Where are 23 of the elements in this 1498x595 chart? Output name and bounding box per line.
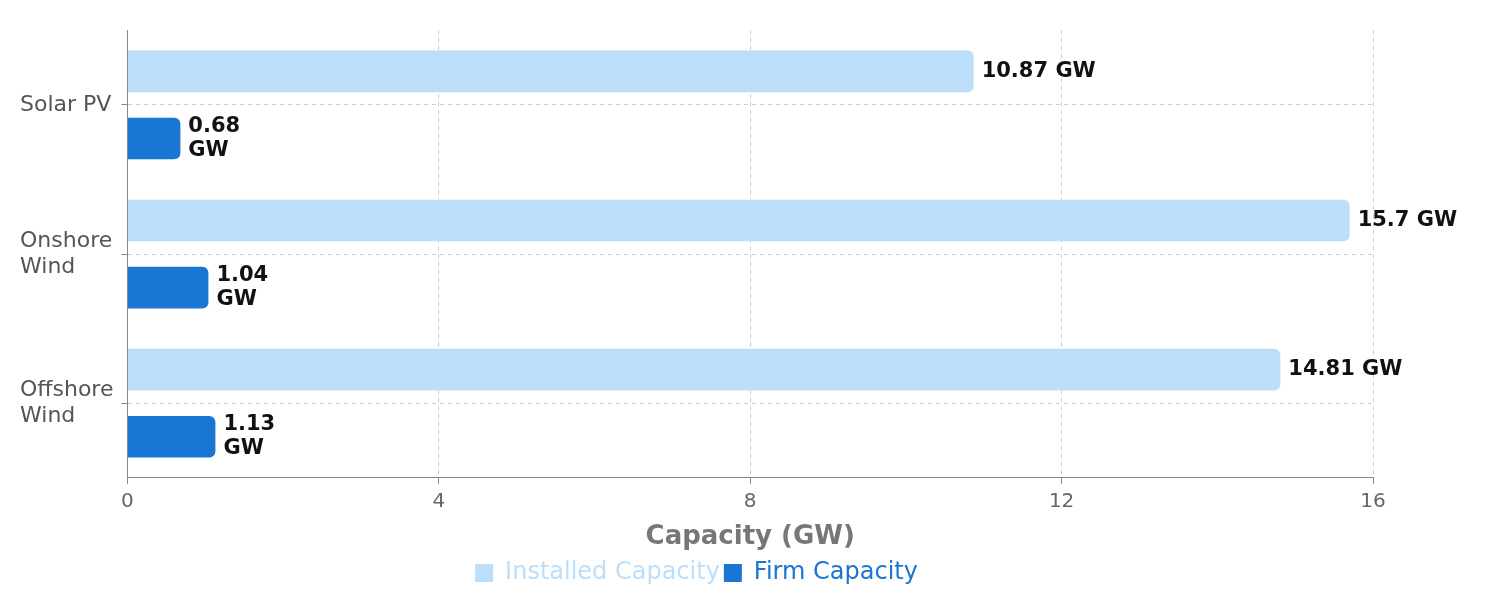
data-label: 0.68 GW xyxy=(188,112,241,161)
data-label: 10.87 GW xyxy=(981,57,1096,82)
bar xyxy=(127,348,1281,391)
data-label: 14.81 GW xyxy=(1288,356,1403,381)
bar xyxy=(127,415,216,458)
bar xyxy=(127,266,209,309)
legend-label: Firm Capacity xyxy=(753,557,918,586)
bar xyxy=(127,117,181,160)
bar xyxy=(127,199,1350,242)
x-tick-label: 8 xyxy=(743,488,757,512)
x-tick-label: 0 xyxy=(121,488,134,512)
x-tick-label: 4 xyxy=(432,488,446,512)
x-tick-label: 16 xyxy=(1360,488,1386,512)
bar xyxy=(127,50,974,93)
y-tick-label: Onshore Wind xyxy=(20,226,113,279)
data-label: 15.7 GW xyxy=(1357,207,1458,231)
data-label: 1.04 GW xyxy=(216,262,269,311)
y-tick-label: Solar PV xyxy=(20,90,112,116)
x-tick-label: 12 xyxy=(1048,488,1075,512)
legend-label: Installed Capacity xyxy=(505,557,720,586)
x-axis-title: Capacity (GW) xyxy=(645,520,855,551)
y-tick-label: Offshore Wind xyxy=(20,375,114,428)
data-label: 1.13 GW xyxy=(223,411,276,460)
